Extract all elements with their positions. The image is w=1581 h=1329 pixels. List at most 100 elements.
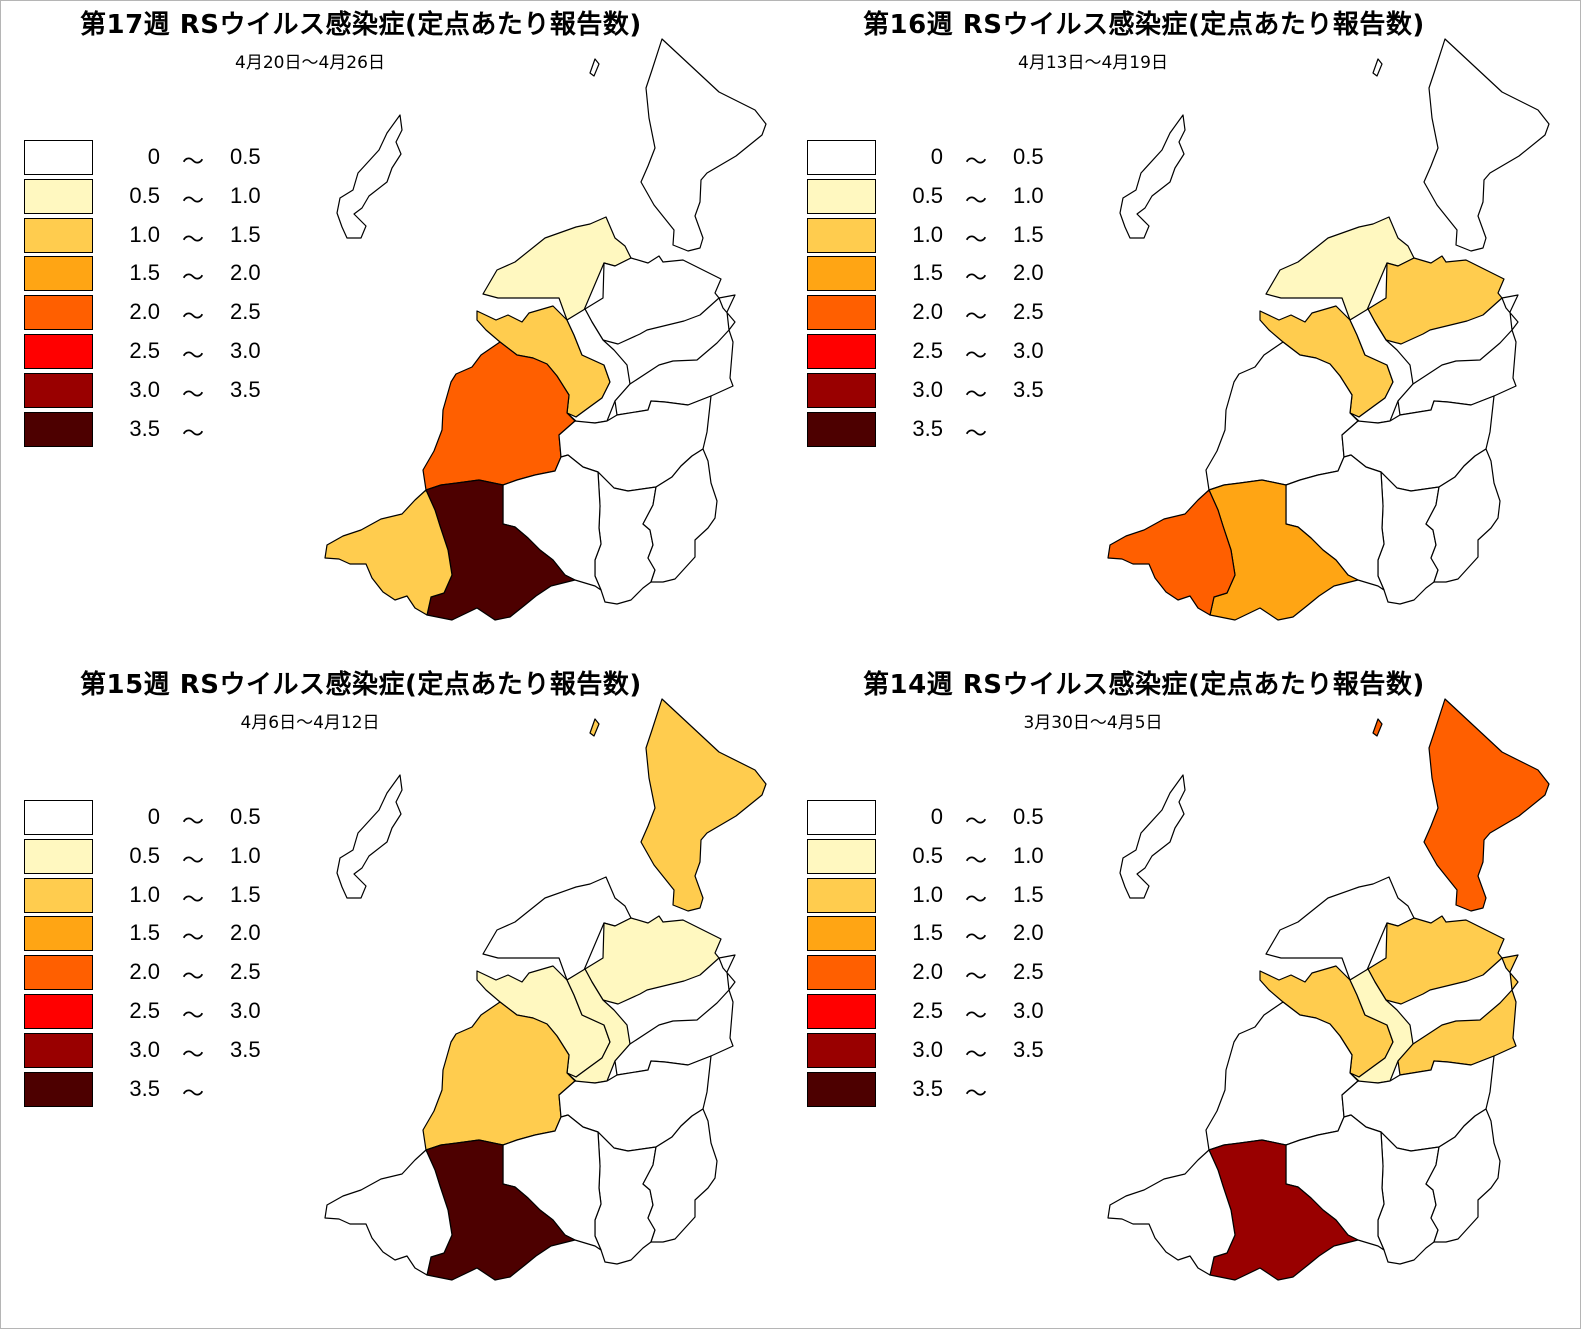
legend-low: 2.5 bbox=[912, 338, 943, 363]
region-awashima bbox=[589, 718, 600, 737]
legend-swatch bbox=[807, 1071, 876, 1107]
region-sado bbox=[1119, 114, 1186, 239]
legend-separator: 〜 bbox=[182, 965, 205, 991]
legend-high: 3.0 bbox=[1013, 338, 1044, 363]
niigata-choropleth-map bbox=[324, 698, 767, 1281]
legend-low: 0.5 bbox=[129, 182, 160, 208]
legend-separator: 〜 bbox=[965, 150, 988, 175]
legend-high: 1.0 bbox=[1013, 842, 1044, 868]
legend-separator: 〜 bbox=[182, 1042, 205, 1068]
legend-high: 1.5 bbox=[1013, 221, 1044, 247]
region-sado bbox=[336, 774, 403, 899]
legend-low: 2.0 bbox=[129, 299, 160, 325]
legend-separator: 〜 bbox=[182, 344, 205, 369]
legend-row: 0.5 〜 1.0 bbox=[24, 178, 284, 215]
legend-low: 0.5 bbox=[129, 842, 160, 868]
legend-high: 0.5 bbox=[1013, 144, 1044, 169]
panel-title: 第17週 RSウイルス感染症(定点あたり報告数) bbox=[80, 10, 642, 40]
region-itoigawa bbox=[1107, 489, 1236, 616]
legend-row: 2.0 〜 2.5 bbox=[24, 295, 284, 331]
legend-low: 0 bbox=[147, 804, 160, 829]
legend-low: 3.0 bbox=[129, 1036, 160, 1062]
legend-swatch bbox=[807, 411, 876, 447]
legend-swatch bbox=[24, 334, 93, 369]
region-itoigawa bbox=[324, 489, 453, 616]
legend-swatch bbox=[807, 800, 876, 835]
legend-low: 1.5 bbox=[912, 260, 943, 286]
map-panel: 第17週 RSウイルス感染症(定点あたり報告数) 4月20日～4月26日 0 〜 0.5… bbox=[0, 0, 790, 664]
panel-period: 4月13日～4月19日 bbox=[1018, 53, 1168, 73]
legend-low: 2.0 bbox=[912, 299, 943, 325]
legend-separator: 〜 bbox=[965, 926, 988, 952]
region-awashima bbox=[1372, 718, 1383, 737]
legend-low: 1.0 bbox=[912, 881, 943, 907]
legend-separator: 〜 bbox=[965, 266, 988, 292]
legend-high: 1.0 bbox=[1013, 182, 1044, 208]
legend-row: 1.5 〜 2.0 bbox=[24, 256, 284, 292]
legend-row: 0 〜 0.5 bbox=[807, 140, 1067, 176]
legend-high: 1.5 bbox=[230, 221, 261, 247]
legend-swatch bbox=[24, 955, 93, 991]
region-itoigawa bbox=[1107, 1149, 1236, 1276]
legend-high: 2.5 bbox=[1013, 299, 1044, 325]
legend-high: 3.5 bbox=[1013, 376, 1044, 402]
legend-swatch bbox=[24, 178, 93, 214]
region-iwafune bbox=[1423, 38, 1550, 252]
legend-separator: 〜 bbox=[182, 1081, 205, 1107]
legend-row: 0.5 〜 1.0 bbox=[807, 178, 1067, 215]
legend-swatch bbox=[24, 295, 93, 331]
region-iwafune bbox=[640, 38, 767, 252]
panel-title: 第15週 RSウイルス感染症(定点あたり報告数) bbox=[80, 670, 642, 700]
legend-row: 2.5 〜 3.0 bbox=[24, 334, 284, 370]
panel-period: 3月30日～4月5日 bbox=[1023, 713, 1163, 733]
panel-period: 4月6日～4月12日 bbox=[240, 713, 380, 733]
legend-high: 2.5 bbox=[230, 959, 261, 985]
legend-row: 0 〜 0.5 bbox=[24, 800, 284, 836]
legend-swatch bbox=[807, 994, 876, 1029]
legend-low: 2.5 bbox=[912, 998, 943, 1023]
legend-high: 1.5 bbox=[230, 881, 261, 907]
niigata-choropleth-map bbox=[1107, 38, 1550, 621]
legend-swatch bbox=[807, 916, 876, 952]
region-shibata bbox=[1367, 255, 1505, 345]
legend-low: 2.0 bbox=[912, 959, 943, 985]
legend-high: 2.0 bbox=[1013, 260, 1044, 286]
legend-separator: 〜 bbox=[965, 1042, 988, 1068]
legend-high: 2.0 bbox=[1013, 920, 1044, 946]
legend-high: 3.5 bbox=[230, 376, 261, 402]
legend-high: 0.5 bbox=[230, 144, 261, 169]
legend-high: 2.5 bbox=[230, 299, 261, 325]
legend-row: 3.5 〜 bbox=[24, 411, 284, 448]
legend-separator: 〜 bbox=[182, 150, 205, 175]
legend-low: 3.0 bbox=[129, 376, 160, 402]
region-awashima bbox=[1372, 58, 1383, 77]
niigata-choropleth-map bbox=[324, 38, 767, 621]
panel-title: 第16週 RSウイルス感染症(定点あたり報告数) bbox=[863, 10, 1425, 40]
legend-low: 3.0 bbox=[912, 376, 943, 402]
legend-separator: 〜 bbox=[182, 1004, 205, 1029]
legend-swatch bbox=[807, 955, 876, 991]
legend-low: 1.5 bbox=[129, 260, 160, 286]
niigata-choropleth-map bbox=[1107, 698, 1550, 1281]
legend-row: 1.0 〜 1.5 bbox=[24, 217, 284, 254]
legend-high: 2.0 bbox=[230, 260, 261, 286]
legend-low: 2.5 bbox=[129, 998, 160, 1023]
legend-low: 3.0 bbox=[912, 1036, 943, 1062]
legend-row: 2.0 〜 2.5 bbox=[24, 955, 284, 991]
legend-low: 0.5 bbox=[912, 842, 943, 868]
region-iwafune bbox=[640, 698, 767, 912]
legend-high: 2.0 bbox=[230, 920, 261, 946]
legend-separator: 〜 bbox=[182, 188, 205, 214]
legend-high: 1.0 bbox=[230, 182, 261, 208]
legend-row: 3.0 〜 3.5 bbox=[24, 1032, 284, 1069]
legend-row: 2.5 〜 3.0 bbox=[807, 334, 1067, 370]
legend-separator: 〜 bbox=[965, 965, 988, 991]
legend-row: 3.0 〜 3.5 bbox=[807, 372, 1067, 409]
map-panel: 第14週 RSウイルス感染症(定点あたり報告数) 3月30日～4月5日 0 〜 0.5 0… bbox=[783, 660, 1573, 1324]
legend-low: 2.0 bbox=[129, 959, 160, 985]
legend-separator: 〜 bbox=[182, 810, 205, 835]
region-uonuma bbox=[1377, 1131, 1440, 1265]
legend-low: 1.0 bbox=[129, 881, 160, 907]
legend-high: 1.5 bbox=[1013, 881, 1044, 907]
legend-separator: 〜 bbox=[965, 382, 988, 408]
